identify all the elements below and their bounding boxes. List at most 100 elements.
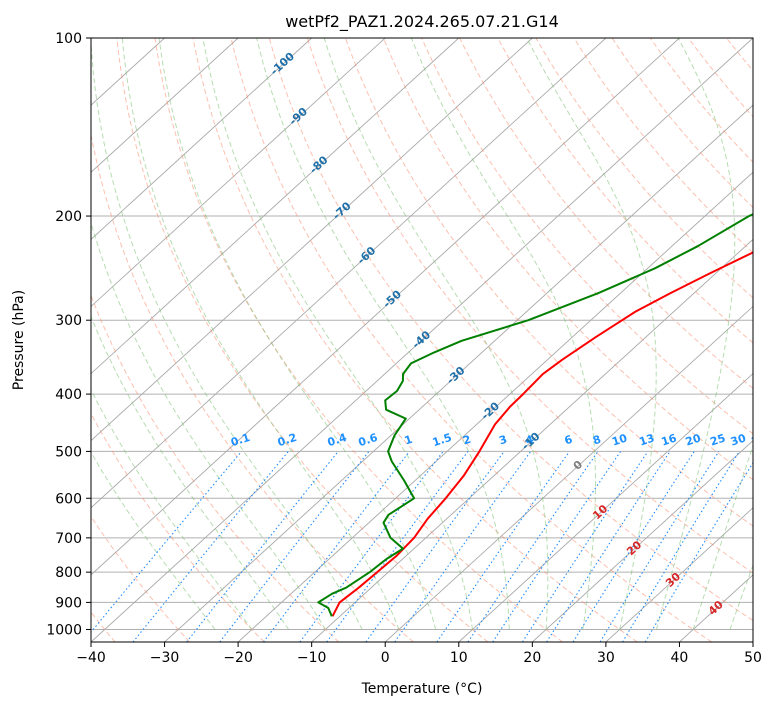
moist-adiabat-line [202,38,473,630]
moist-adiabat-line [91,451,216,630]
mixing-ratio-line [546,451,671,642]
isotherm-line [91,38,753,642]
isotherm-line [237,171,753,642]
x-tick-label: −30 [150,650,180,666]
moist-adiabat-line [729,563,753,630]
isotherm-line [532,440,753,642]
mixing-ratio-label: 13 [638,432,657,449]
isotherm-line [91,38,533,442]
y-tick-label: 300 [55,313,82,329]
mixing-ratio-line [132,451,289,642]
mixing-ratio-label: 20 [684,431,703,448]
y-tick-label: 200 [55,209,82,225]
moist-adiabat-line [410,38,596,630]
temperature-profile-line [331,251,753,617]
x-tick-label: −20 [223,650,253,666]
x-tick-label: 0 [381,650,390,666]
moist-adiabat-line [655,38,736,630]
dewpoint-profile-line [317,213,753,617]
mixing-ratio-label: 1 [403,433,414,448]
moist-adiabat-line [91,221,326,630]
mixing-ratio-line [599,451,720,642]
dry-adiabat-line [91,412,265,642]
axes: −40 −30 −20 −10 0 10 20 30 40 50 1000 900 800 700 600 5… [46,31,762,666]
y-tick-label: 500 [55,444,82,460]
isotherm-line [458,372,753,642]
dry-adiabat-line [421,38,753,435]
moist-adiabat-line [692,444,753,630]
dry-adiabat-line [192,38,638,642]
moist-adiabat-line [121,38,400,630]
y-tick-label: 100 [55,31,82,47]
moist-adiabat-line [323,38,549,630]
moist-adiabat-line [91,315,290,630]
y-tick-label: 800 [55,565,82,581]
y-tick-label: 400 [55,387,82,403]
mixing-ratio-label: 8 [591,433,602,448]
mixing-ratio-line [186,451,339,642]
moist-adiabat-line [91,388,253,630]
isotherm-line [384,305,753,642]
chart-title: wetPf2_PAZ1.2024.265.07.21.G14 [285,12,559,32]
mixing-ratio-label: 0.2 [276,431,299,449]
mixing-ratio-line [467,451,599,642]
moist-adiabat-line [256,38,510,630]
mixing-ratio-line [326,451,469,642]
isotherm-line [91,38,312,240]
isotherm-line [91,38,460,375]
mixing-ratio-label: 2 [461,433,472,448]
isotherm-line [91,38,680,576]
mixing-ratio-label: 0.4 [326,431,349,449]
mixing-ratio-label: 16 [660,431,679,448]
x-tick-label: −10 [297,650,327,666]
mixing-ratio-line [263,451,410,642]
dry-adiabat-line [268,38,753,622]
x-tick-label: 40 [671,650,689,666]
dry-adiabat-line [230,38,713,642]
mixing-ratio-label: 1.5 [431,431,454,449]
isotherm-line [91,38,386,308]
mixing-ratio-label: 30 [729,431,748,448]
mixing-ratio-label: 0.6 [357,431,380,449]
y-axis-label: Pressure (hPa) [11,290,27,390]
moist-adiabat-line [158,38,437,630]
y-tick-label: 1000 [46,622,82,638]
mixing-ratio-label: 0.1 [229,431,252,449]
dry-adiabat-line [116,38,489,642]
x-tick-label: 30 [597,650,615,666]
mixing-ratio-line [365,451,505,642]
line-labels: 0.10.20.40.611.52346810131620253036-100-… [229,50,769,618]
dry-adiabat-line [306,38,753,574]
y-tick-label: 700 [55,531,82,547]
mixing-ratio-line [522,451,649,642]
mixing-ratio-line [394,451,532,642]
x-tick-label: 50 [744,650,762,666]
dry-adiabat-line [497,38,753,344]
plot-frame [90,37,754,643]
mixing-ratio-line [436,451,570,642]
mixing-ratio-label: 25 [709,432,728,449]
y-tick-label: 900 [55,595,82,611]
mixing-ratio-line [492,451,622,642]
x-tick-label: 10 [450,650,468,666]
y-tick-label: 600 [55,491,82,507]
profiles [317,213,753,617]
mixing-ratio-label: 36 [750,431,769,448]
dry-adiabat-line [344,38,753,527]
mixing-ratio-label: 6 [563,433,575,448]
isotherm-line [605,507,753,642]
x-axis-label: Temperature (°C) [361,681,483,697]
x-tick-label: 20 [523,650,541,666]
isotherm-line [91,38,239,173]
mixing-ratio-label: 10 [610,431,629,448]
dry-adiabat-line [91,132,414,642]
isotherm-line [91,38,607,509]
isotherm-line [164,104,753,642]
moist-adiabat-line [91,38,363,630]
mixing-ratio-label: 3 [497,433,508,448]
mixing-ratio-label: 4 [524,433,536,448]
mixing-ratio-line [622,451,740,642]
mixing-ratio-line [91,451,242,633]
x-tick-label: −40 [76,650,106,666]
